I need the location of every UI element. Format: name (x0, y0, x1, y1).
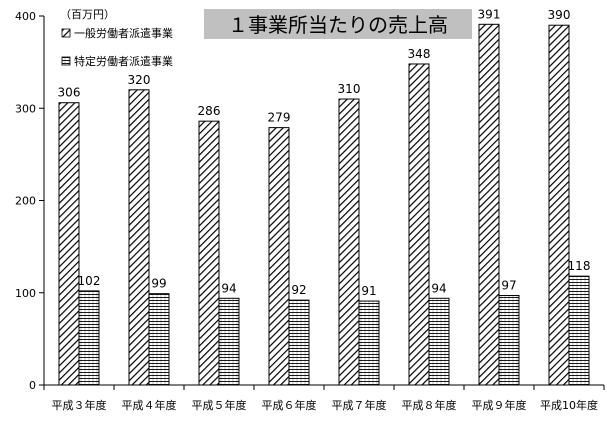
data-label: 279 (268, 111, 291, 125)
x-category-label: 平成10年度 (540, 398, 598, 412)
legend-label-general: 一般労働者派遣事業 (74, 26, 173, 40)
data-label: 92 (291, 283, 306, 297)
data-label: 97 (501, 279, 516, 293)
y-tick-label: 200 (15, 195, 36, 208)
data-label: 390 (548, 8, 571, 22)
x-category-label: 平成３年度 (52, 398, 107, 412)
bar-general (478, 23, 500, 386)
category-labels: 平成３年度 平成４年度 平成５年度 平成６年度 平成７年度 平成８年度 平成９年度 平成10年… (52, 398, 599, 412)
bar-general (198, 120, 220, 386)
data-label: 306 (58, 86, 81, 100)
data-label: 94 (221, 281, 236, 295)
data-label: 102 (78, 274, 101, 288)
x-category-label: 平成８年度 (402, 398, 457, 412)
data-label: 91 (361, 284, 376, 298)
data-label: 99 (151, 277, 166, 291)
bar-general (408, 63, 430, 386)
y-tick-label: 400 (15, 10, 36, 23)
data-label: 286 (198, 104, 221, 118)
y-tick-label: 0 (29, 379, 36, 392)
data-label: 94 (431, 281, 446, 295)
legend-label-specific: 特定労働者派遣事業 (74, 54, 173, 68)
legend-swatch-general (61, 28, 71, 38)
chart-title-background (204, 9, 472, 39)
x-category-label: 平成５年度 (192, 398, 247, 412)
bar-general (58, 102, 80, 386)
data-label: 348 (408, 47, 431, 61)
bar-general (548, 24, 570, 386)
data-label: 320 (128, 73, 151, 87)
bar-specific (218, 297, 240, 386)
bars (58, 23, 590, 386)
bar-specific (568, 275, 590, 386)
data-label: 310 (338, 82, 361, 96)
data-label: 118 (568, 259, 591, 273)
bar-specific (78, 290, 100, 386)
y-tick-label: 300 (15, 102, 36, 115)
bar-general (128, 89, 150, 386)
bar-general (338, 98, 360, 386)
legend: 一般労働者派遣事業 特定労働者派遣事業 (61, 26, 173, 68)
x-category-label: 平成４年度 (122, 398, 177, 412)
bar-specific (428, 297, 450, 386)
chart-title-text: １事業所当たりの売上高 (228, 13, 448, 37)
x-category-label: 平成６年度 (262, 398, 317, 412)
bar-specific (288, 299, 310, 386)
y-tick-label: 100 (15, 287, 36, 300)
bar-specific (498, 295, 520, 386)
bar-general (268, 127, 290, 386)
chart-title: １事業所当たりの売上高 (204, 9, 472, 39)
data-label: 391 (478, 7, 501, 21)
x-category-label: 平成９年度 (472, 398, 527, 412)
unit-label: （百万円） (60, 8, 115, 21)
bar-specific (148, 293, 170, 386)
bar-specific (358, 300, 380, 386)
value-labels: 306 102 320 99 286 94 279 92 310 91 348 94 391 97 390 1… (58, 7, 591, 298)
legend-swatch-specific (61, 56, 71, 66)
x-category-label: 平成７年度 (332, 398, 387, 412)
